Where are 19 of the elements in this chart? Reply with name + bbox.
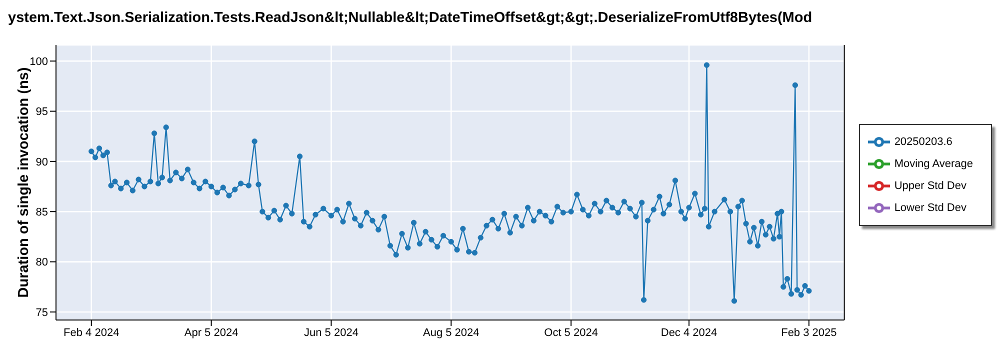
legend-label: Moving Average [894, 158, 973, 170]
y-tick-label: 90 [36, 156, 48, 168]
y-tick-label: 80 [36, 256, 48, 269]
legend-label: Lower Std Dev [894, 202, 966, 214]
x-tick-label: Aug 5 2024 [423, 326, 480, 339]
x-tick-label: Feb 3 2025 [781, 326, 837, 339]
y-tick-label: 85 [36, 206, 48, 219]
y-tick-label: 75 [36, 306, 48, 319]
x-tick-label: Feb 4 2024 [64, 326, 120, 339]
x-tick-label: Oct 5 2024 [544, 326, 598, 339]
y-tick-label: 95 [36, 106, 48, 118]
legend-label: 20250203.6 [894, 136, 952, 148]
x-tick-label: Apr 5 2024 [184, 326, 238, 339]
y-tick-label: 100 [30, 56, 48, 68]
chart-title: ystem.Text.Json.Serialization.Tests.ReadJson&lt;Nullable&lt;DateTimeOffset&gt;&gt;.DeserializeFromUtf8Bytes(Mod [8, 10, 812, 26]
x-tick-label: Dec 4 2024 [660, 326, 718, 339]
legend-label: Upper Std Dev [894, 180, 966, 192]
y-axis-title: Duration of single invocation (ns) [16, 67, 32, 298]
x-tick-label: Jun 5 2024 [304, 326, 358, 339]
